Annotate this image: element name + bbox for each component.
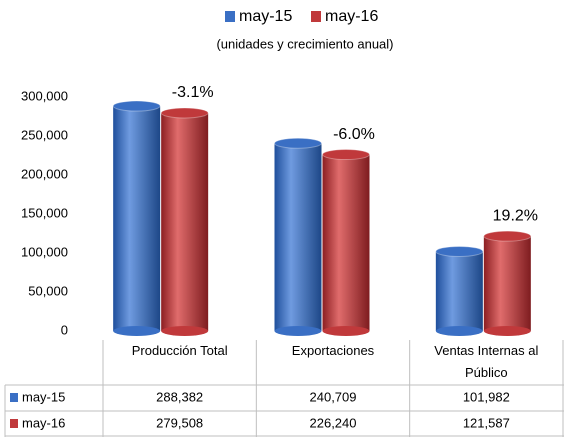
table-series-label: may-16 <box>22 415 65 430</box>
x-tick-label-box: Producción Total <box>131 343 228 358</box>
legend-label: may-15 <box>239 8 292 25</box>
bar-cap <box>112 100 161 112</box>
table-swatch <box>10 393 18 402</box>
growth-label: -3.1% <box>172 84 214 101</box>
bar-cap <box>435 245 484 257</box>
y-tick-label: 50,000 <box>28 283 68 298</box>
bar-base <box>322 326 370 336</box>
bar <box>113 106 161 331</box>
y-tick-label: 100,000 <box>21 244 68 259</box>
y-tick-label: 0 <box>61 322 68 337</box>
bar <box>161 112 209 331</box>
table-series-label: may-15 <box>22 389 65 404</box>
bar-cap <box>322 149 370 161</box>
y-tick-label: 300,000 <box>21 88 68 103</box>
x-tick-label-box: Exportaciones <box>291 343 375 358</box>
bar-cap <box>160 107 209 119</box>
bar-cap <box>483 230 532 242</box>
bar <box>435 251 483 331</box>
growth-label: -6.0% <box>333 126 375 143</box>
legend-label: may-16 <box>325 8 378 25</box>
table-value: 240,709 <box>310 389 357 404</box>
bar <box>483 236 531 331</box>
x-tick-label: Exportaciones <box>291 343 375 358</box>
y-tick-label: 150,000 <box>21 205 68 220</box>
legend-swatch <box>311 11 321 22</box>
table-value: 279,508 <box>156 415 203 430</box>
table-value: 121,587 <box>463 415 510 430</box>
legend-swatch <box>225 11 235 22</box>
bar <box>274 143 322 331</box>
y-tick-label: 200,000 <box>21 166 68 181</box>
x-tick-label: Ventas Internas al Público <box>434 343 539 380</box>
table-value: 288,382 <box>156 389 203 404</box>
table-value: 101,982 <box>463 389 510 404</box>
bar-base <box>161 326 209 336</box>
bar-base <box>113 326 161 336</box>
bar-cap <box>274 137 322 149</box>
chart-subtitle: (unidades y crecimiento anual) <box>216 36 393 51</box>
table-swatch <box>10 419 18 428</box>
bar <box>322 154 370 331</box>
x-tick-label-box: Ventas Internas al Público <box>434 343 539 380</box>
y-tick-label: 250,000 <box>21 127 68 142</box>
bar-base <box>274 326 322 336</box>
bar-base <box>483 326 531 336</box>
x-tick-label: Producción Total <box>131 343 228 358</box>
growth-label: 19.2% <box>493 207 538 224</box>
table-value: 226,240 <box>310 415 357 430</box>
bar-base <box>435 326 483 336</box>
